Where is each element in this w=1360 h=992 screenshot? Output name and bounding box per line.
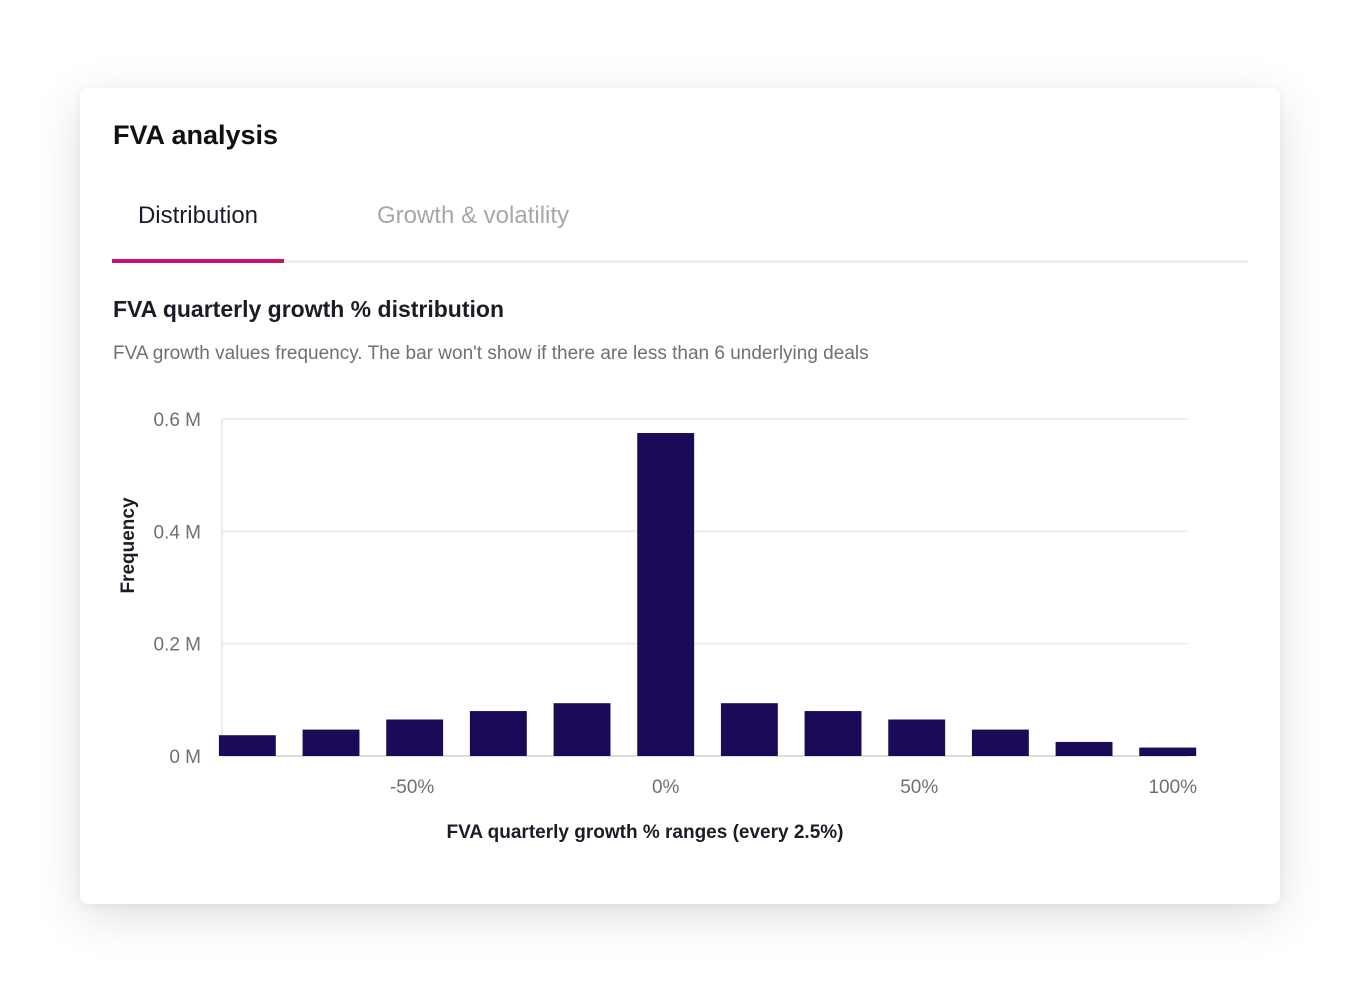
tab-growth-volatility-label: Growth & volatility bbox=[376, 202, 570, 229]
bar bbox=[553, 703, 611, 756]
chart-subtitle: FVA growth values frequency. The bar won… bbox=[113, 343, 869, 364]
tab-distribution[interactable]: Distribution bbox=[112, 188, 284, 263]
y-tick-label: 0.4 M bbox=[153, 522, 201, 543]
fva-analysis-card: FVA analysis Distribution Growth & volat… bbox=[80, 88, 1280, 904]
tab-bar: Distribution Growth & volatility bbox=[112, 188, 1248, 263]
bar bbox=[637, 433, 695, 756]
x-axis-title: FVA quarterly growth % ranges (every 2.5… bbox=[446, 822, 843, 843]
tab-distribution-label: Distribution bbox=[137, 202, 259, 229]
y-tick-label: 0 M bbox=[169, 747, 201, 768]
card-title: FVA analysis bbox=[113, 120, 279, 150]
x-tick-label: 100% bbox=[1148, 777, 1197, 798]
tab-growth-volatility[interactable]: Growth & volatility bbox=[364, 188, 582, 260]
chart-title: FVA quarterly growth % distribution bbox=[113, 296, 504, 322]
y-tick-label: 0.2 M bbox=[153, 635, 201, 656]
x-tick-label: 0% bbox=[652, 777, 680, 798]
gridlines bbox=[221, 418, 1188, 757]
bars bbox=[218, 433, 1197, 756]
bar bbox=[720, 703, 778, 756]
y-axis-ticks: 0 M 0.2 M 0.4 M 0.6 M bbox=[153, 410, 201, 768]
bar bbox=[888, 719, 946, 756]
x-axis-ticks: -50% 0% 50% 100% bbox=[390, 777, 1197, 798]
active-tab-indicator bbox=[112, 259, 284, 263]
bar bbox=[469, 711, 527, 756]
bar bbox=[302, 729, 360, 756]
bar bbox=[1055, 741, 1113, 756]
y-tick-label: 0.6 M bbox=[153, 410, 201, 431]
bar bbox=[804, 711, 862, 756]
y-axis-title: Frequency bbox=[118, 497, 139, 594]
x-tick-label: -50% bbox=[390, 777, 434, 798]
bar bbox=[971, 729, 1029, 756]
bar bbox=[218, 735, 276, 756]
bar bbox=[1139, 747, 1197, 756]
bar bbox=[386, 719, 444, 756]
distribution-chart: 0 M 0.2 M 0.4 M 0.6 M -50% 0% 50% 100% Frequen… bbox=[118, 410, 1197, 843]
x-tick-label: 50% bbox=[900, 777, 938, 798]
